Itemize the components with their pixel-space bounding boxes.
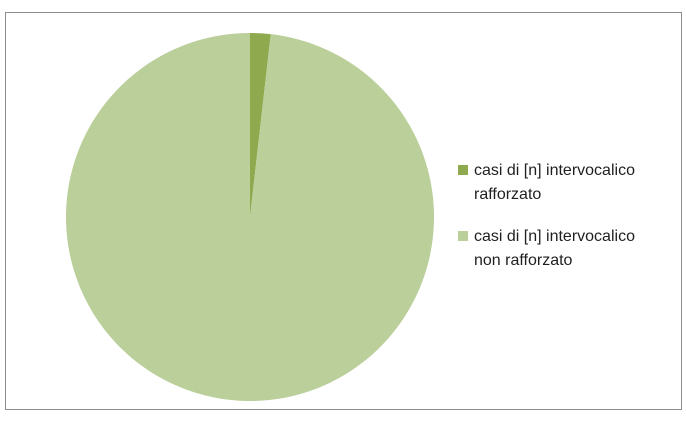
legend-label-non-rafforzato-line-2: non rafforzato [474, 252, 573, 269]
pie-slice-0 [250, 33, 271, 217]
pie-chart [65, 33, 435, 402]
pie-slice-1 [65, 33, 435, 402]
legend-label-rafforzato-line-2: rafforzato [474, 186, 542, 203]
legend-swatch-rafforzato [458, 165, 468, 175]
chart-frame: casi di [n] intervocalico rafforzato cas… [5, 12, 682, 410]
legend-swatch-non-rafforzato [458, 231, 468, 241]
legend-label-rafforzato-line-1: casi di [n] intervocalico [474, 162, 635, 179]
legend-item-rafforzato: casi di [n] intervocalico rafforzato [456, 159, 686, 207]
legend: casi di [n] intervocalico rafforzato cas… [456, 159, 686, 291]
legend-item-non-rafforzato: casi di [n] intervocalico non rafforzato [456, 225, 686, 273]
legend-label-non-rafforzato-line-1: casi di [n] intervocalico [474, 228, 635, 245]
